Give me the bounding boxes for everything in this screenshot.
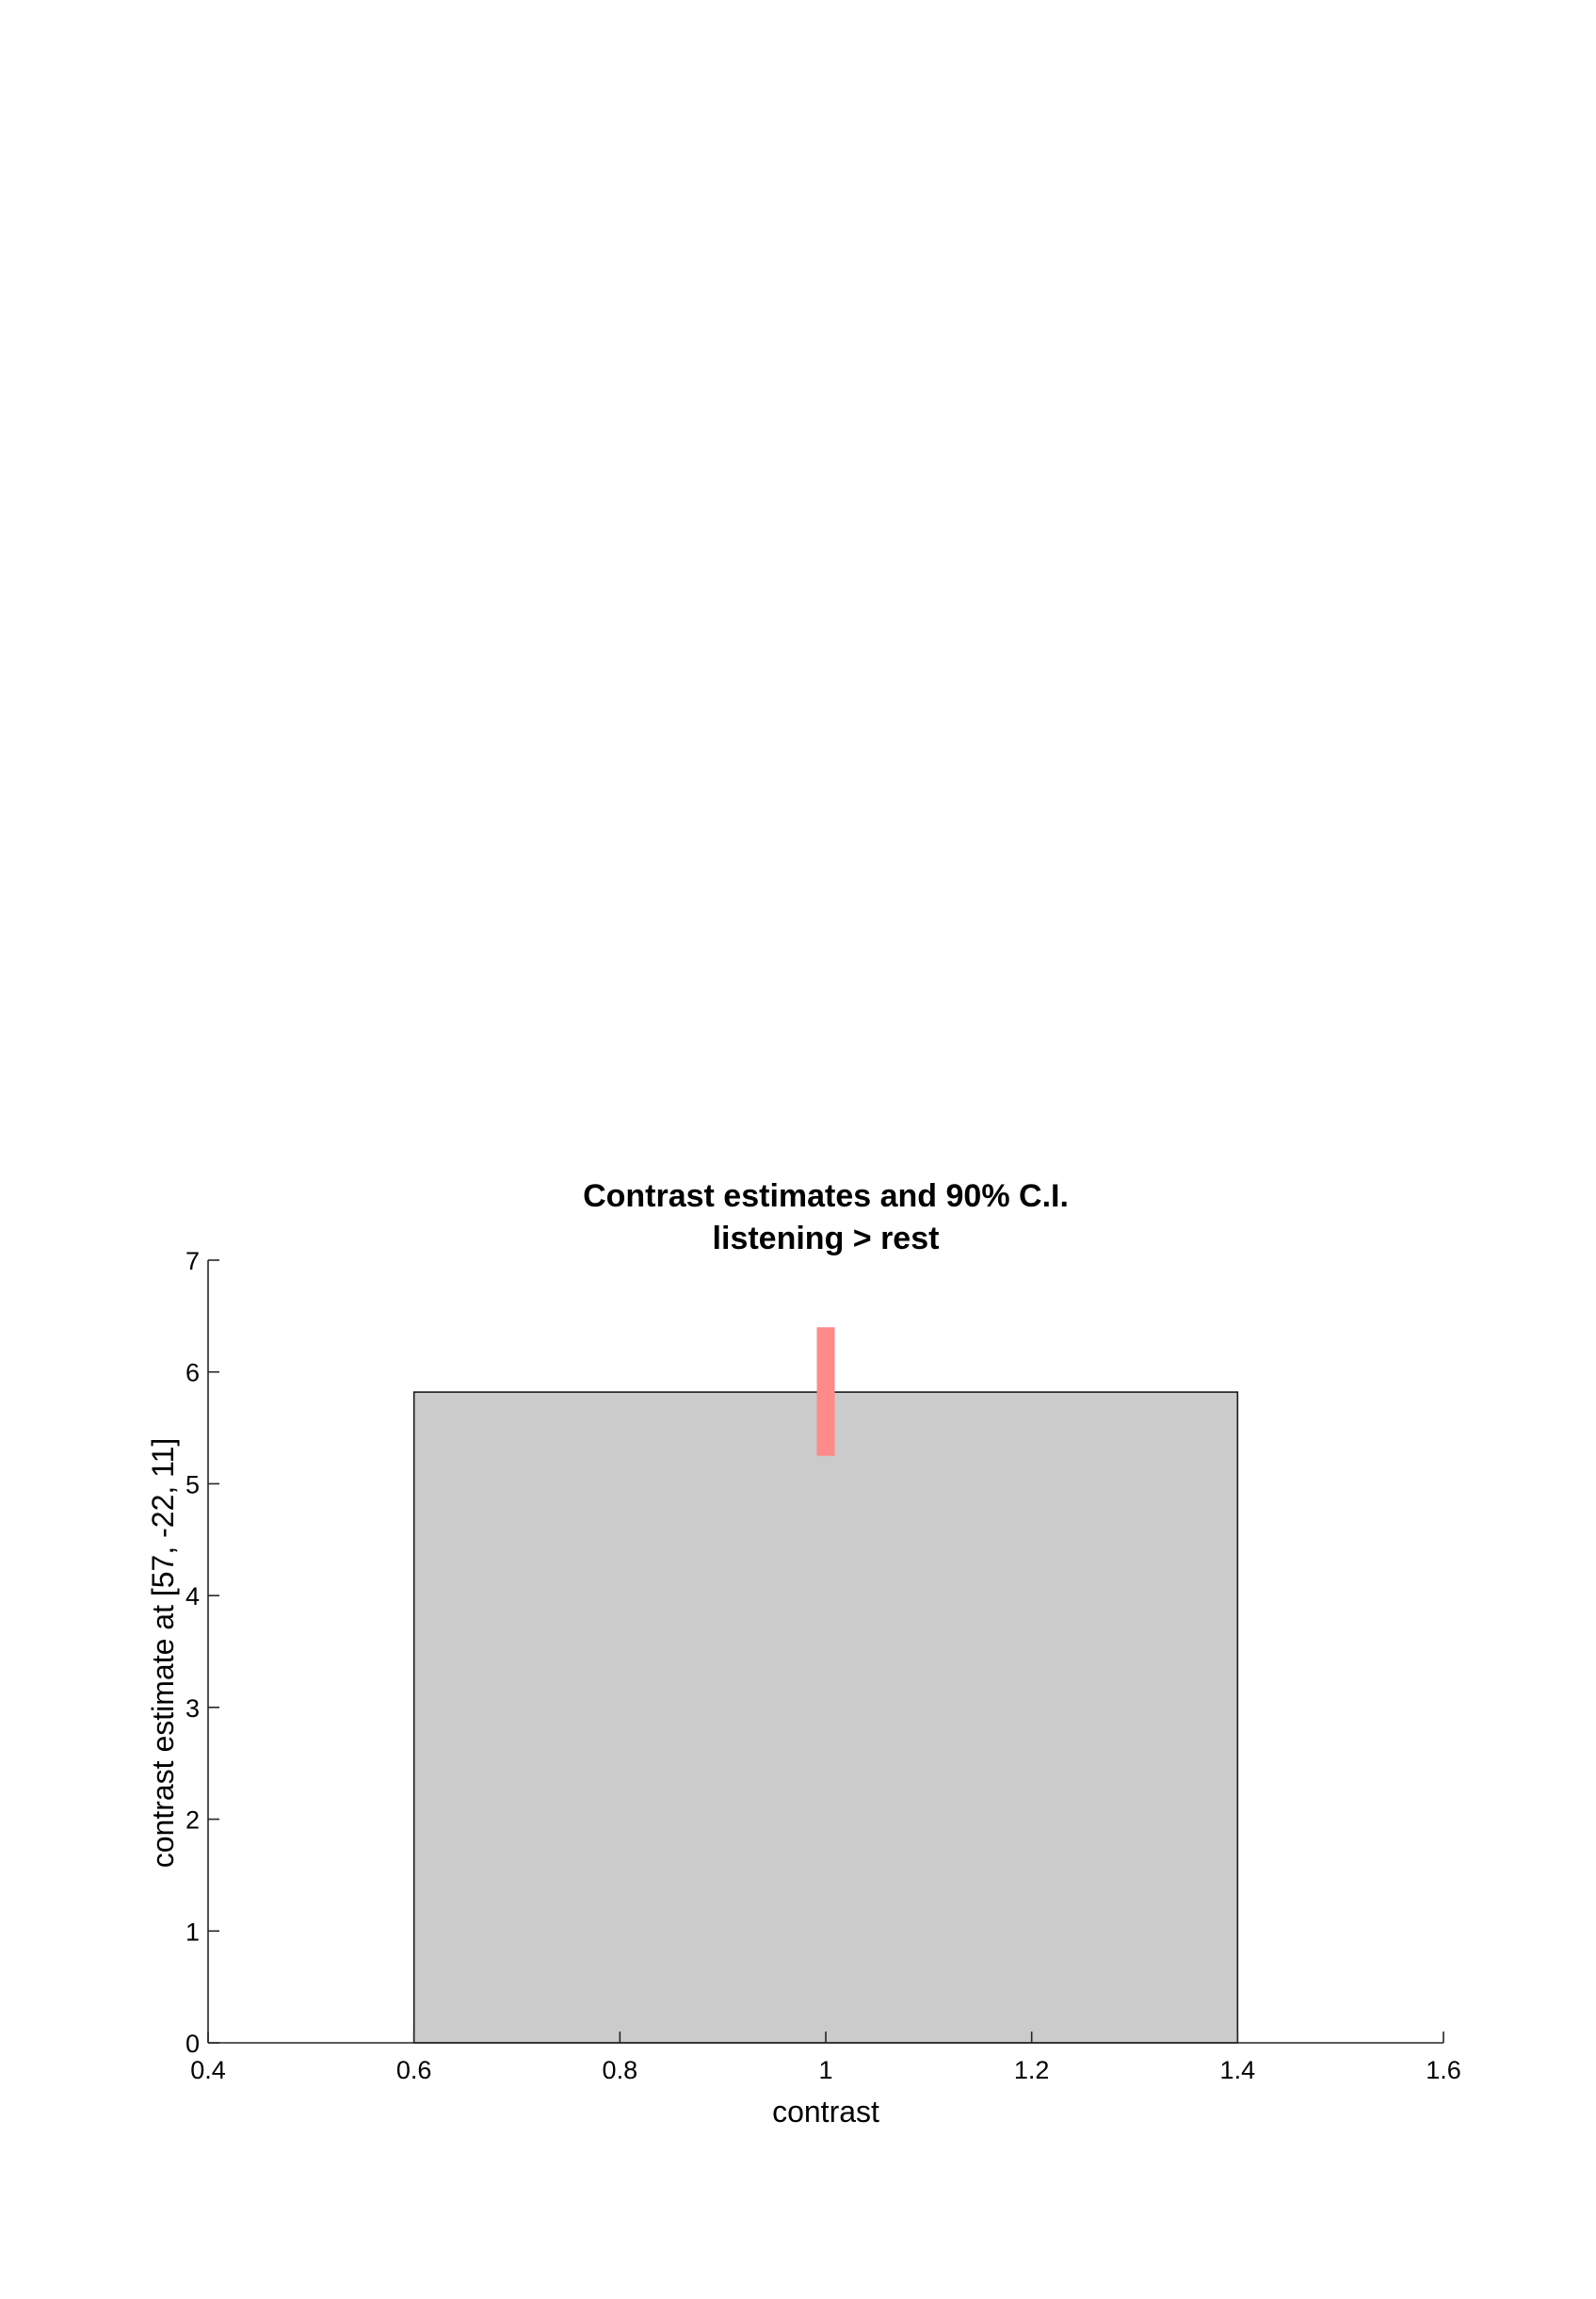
y-tick-label-7: 7: [185, 1247, 200, 1275]
y-tick-label-0: 0: [185, 2030, 200, 2058]
y-tick-label-1: 1: [185, 1918, 200, 1946]
y-tick-label-6: 6: [185, 1359, 200, 1387]
chart-title: Contrast estimates and 90% C.I.: [583, 1178, 1069, 1214]
confidence-interval-0: [816, 1327, 835, 1456]
x-tick-label-0: 0.4: [190, 2056, 226, 2084]
x-tick-label-3: 1: [818, 2056, 832, 2084]
y-tick-label-3: 3: [185, 1694, 200, 1723]
x-tick-label-1: 0.6: [396, 2056, 432, 2084]
plot-area: 0.4 0.6 0.8 1 1.2 1.4 1.6 0 1 2 3 4 5 6 7: [185, 1247, 1461, 2084]
y-tick-label-2: 2: [185, 1806, 200, 1835]
x-tick-label-2: 0.8: [603, 2056, 638, 2084]
chart-subtitle: listening > rest: [713, 1221, 940, 1256]
bar-0: [412, 1391, 1239, 2044]
x-axis-label: contrast: [772, 2095, 879, 2129]
x-tick-label-4: 1.2: [1014, 2056, 1050, 2084]
y-tick-label-4: 4: [185, 1582, 200, 1611]
y-axis-label: contrast estimate at [57, -22, 11]: [146, 1438, 180, 1869]
y-tick-label-5: 5: [185, 1470, 200, 1498]
x-tick-label-6: 1.6: [1426, 2056, 1461, 2084]
x-tick-label-5: 1.4: [1220, 2056, 1256, 2084]
